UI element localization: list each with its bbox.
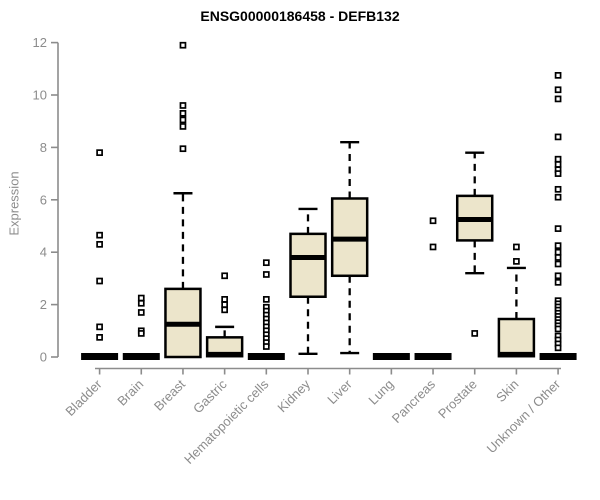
- outlier-point-unknown-other: [554, 185, 562, 193]
- x-tick-label: Kidney: [274, 376, 313, 415]
- outlier-point-gastric: [221, 272, 228, 280]
- box-brain: [122, 353, 160, 360]
- y-tick-label: 4: [40, 245, 47, 260]
- outlier-point-brain: [137, 294, 145, 302]
- outlier-point-pancreas: [429, 243, 437, 251]
- x-tick-label: Bladder: [62, 376, 105, 419]
- outlier-point-unknown-other: [554, 133, 562, 141]
- box-kidney: [289, 232, 327, 298]
- outlier-point-breast: [179, 116, 187, 124]
- chart-title: ENSG00000186458 - DEFB132: [200, 8, 400, 24]
- outlier-point-unknown-other: [554, 86, 562, 94]
- box-hematopoietic-cells: [247, 353, 285, 360]
- x-tick-label: Skin: [493, 377, 521, 405]
- outlier-point-gastric: [221, 306, 228, 314]
- outlier-point-gastric: [221, 301, 228, 308]
- box-lung: [372, 353, 410, 360]
- outlier-point-unknown-other: [554, 278, 562, 286]
- outlier-point-breast: [179, 145, 187, 153]
- outlier-point-hematopoietic-cells: [262, 343, 270, 350]
- outlier-point-unknown-other: [554, 193, 562, 201]
- outlier-point-unknown-other: [554, 170, 562, 177]
- x-tick-label: Brain: [114, 377, 146, 409]
- outlier-point-unknown-other: [554, 325, 562, 333]
- outlier-point-unknown-other: [554, 71, 562, 79]
- x-tick-label: Gastric: [190, 376, 230, 416]
- outlier-point-unknown-other: [554, 161, 562, 168]
- y-tick-label: 10: [33, 88, 47, 103]
- y-axis-label: Expression: [6, 171, 22, 236]
- y-tick-label: 2: [40, 297, 47, 312]
- outlier-point-unknown-other: [554, 95, 562, 103]
- outlier-point-hematopoietic-cells: [262, 271, 270, 278]
- outlier-point-pancreas: [429, 217, 437, 225]
- outlier-point-unknown-other: [554, 155, 562, 163]
- outlier-point-brain: [137, 309, 145, 316]
- outlier-point-hematopoietic-cells: [262, 259, 270, 267]
- outlier-point-gastric: [221, 296, 228, 303]
- y-tick-label: 0: [40, 350, 47, 365]
- x-tick-label: Prostate: [435, 377, 480, 422]
- box-bladder: [81, 353, 119, 360]
- y-tick-label: 6: [40, 192, 47, 207]
- outlier-point-brain: [137, 330, 145, 337]
- box-unknown-other: [539, 353, 577, 360]
- box-pancreas: [414, 353, 452, 360]
- y-tick-label: 12: [33, 35, 47, 50]
- x-tick-label: Pancreas: [389, 376, 439, 426]
- outlier-point-hematopoietic-cells: [262, 296, 270, 303]
- outlier-point-bladder: [96, 231, 103, 239]
- y-tick-label: 8: [40, 140, 47, 155]
- outlier-point-bladder: [96, 277, 103, 285]
- x-tick-label: Liver: [324, 376, 355, 407]
- outlier-point-unknown-other: [554, 272, 562, 280]
- outlier-point-bladder: [96, 149, 103, 156]
- outlier-point-unknown-other: [554, 225, 562, 232]
- outlier-point-breast: [179, 41, 187, 49]
- x-tick-label: Lung: [365, 377, 396, 408]
- outlier-point-bladder: [96, 334, 103, 341]
- outlier-point-unknown-other: [554, 254, 562, 261]
- outlier-point-breast: [179, 123, 187, 130]
- outlier-point-unknown-other: [554, 248, 562, 256]
- box-skin: [497, 317, 536, 358]
- outlier-point-breast: [179, 109, 187, 117]
- outlier-point-skin: [513, 243, 520, 251]
- outlier-point-prostate: [471, 330, 479, 337]
- outlier-point-unknown-other: [554, 260, 562, 268]
- x-tick-label: Unknown / Other: [484, 376, 564, 456]
- outlier-point-breast: [179, 102, 187, 109]
- outlier-point-bladder: [96, 240, 103, 248]
- outlier-point-skin: [513, 258, 520, 265]
- outlier-point-brain: [137, 299, 145, 307]
- outlier-point-unknown-other: [554, 344, 562, 352]
- outlier-point-unknown-other: [554, 242, 562, 249]
- x-tick-label: Breast: [151, 376, 188, 413]
- outlier-point-bladder: [96, 323, 103, 331]
